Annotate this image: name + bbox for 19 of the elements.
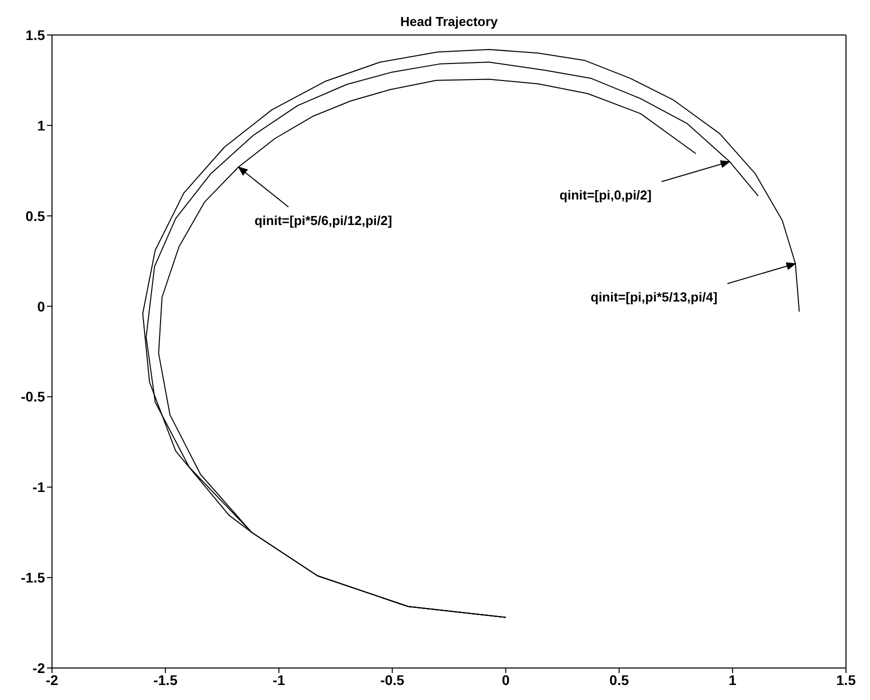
y-tick-label: 0 <box>37 298 46 314</box>
y-tick-label: 1.5 <box>26 26 46 43</box>
y-tick-label: -1 <box>32 479 46 496</box>
chart-title: Head Trajectory <box>399 14 499 29</box>
x-tick-label: 1 <box>728 672 737 688</box>
y-tick-label: 1 <box>37 117 46 134</box>
x-tick-label: 1.5 <box>836 672 856 688</box>
y-tick-label: -1.5 <box>20 570 46 586</box>
y-tick-label: -2 <box>32 660 46 676</box>
x-tick-label: -1 <box>272 672 286 688</box>
annotation: qinit=[pi,pi*5/13,pi/4] <box>590 290 718 305</box>
x-tick-label: -0.5 <box>380 672 405 688</box>
x-tick-label: 0 <box>502 672 510 688</box>
x-tick-label: 0.5 <box>609 672 630 688</box>
y-tick-label: -0.5 <box>20 388 46 405</box>
annotation: qinit=[pi*5/6,pi/12,pi/2] <box>254 213 392 228</box>
annotation: qinit=[pi,0,pi/2] <box>560 188 652 203</box>
y-tick-label: 0.5 <box>26 208 46 224</box>
x-tick-label: -1.5 <box>153 672 178 688</box>
